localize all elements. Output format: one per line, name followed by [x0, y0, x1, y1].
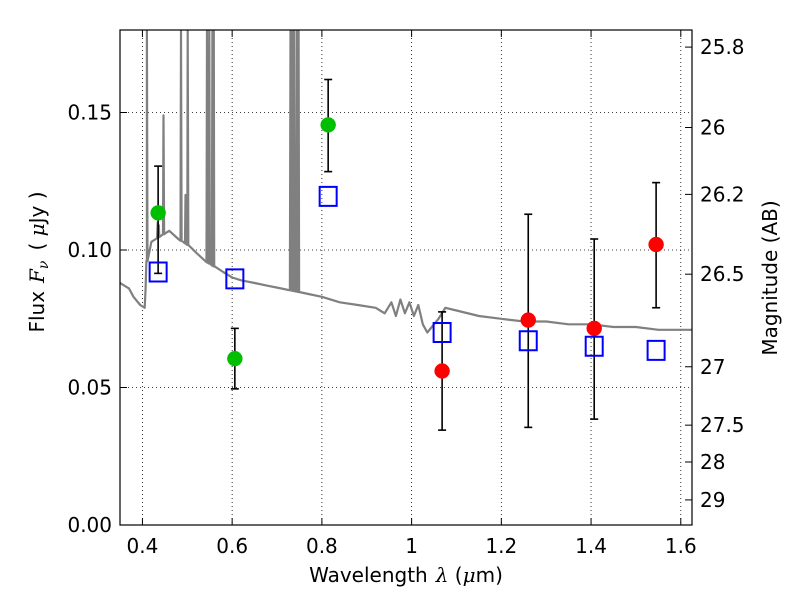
x-tick-label: 1: [405, 534, 418, 558]
x-axis-unit-close: m): [476, 563, 503, 587]
x-axis-unit-open: (: [448, 563, 462, 587]
y-tick-label: 0.00: [67, 513, 112, 537]
x-axis-unit-mu: μ: [463, 563, 476, 587]
y-axis-symbol: F: [25, 268, 49, 284]
y2-tick-label: 27.5: [700, 413, 745, 437]
x-tick-label: 0.8: [306, 534, 338, 558]
x-axis-title: Wavelength λ (μm): [309, 563, 503, 587]
y2-tick-label: 29: [700, 488, 725, 512]
spectrum-line: [120, 30, 692, 334]
blue-square-point: [584, 335, 604, 357]
x-tick-label: 1.4: [575, 534, 607, 558]
y-tick-label: 0.05: [67, 376, 112, 400]
y-axis-unit-open: (: [25, 236, 49, 250]
y-axis-unit-close: Jy ): [25, 191, 49, 225]
y2-tick-label: 28: [700, 450, 725, 474]
y-tick-label: 0.15: [67, 101, 112, 125]
blue-square-point: [646, 339, 666, 361]
x-tick-label: 1.2: [485, 534, 517, 558]
blue-square-point: [225, 268, 245, 290]
y-axis-unit-mu: μ: [25, 223, 49, 236]
red-circle-point: [434, 363, 450, 379]
red-circle-point: [520, 312, 537, 328]
y2-tick-label: 27: [700, 355, 725, 379]
model-spectrum: [120, 30, 692, 334]
y-axis-subscript: ν: [36, 260, 52, 269]
x-tick-label: 0.6: [216, 534, 248, 558]
blue-square-point: [432, 322, 452, 343]
y-tick-label: 0.10: [67, 238, 112, 262]
blue-square-point: [318, 185, 338, 207]
x-tick-label: 0.4: [127, 534, 159, 558]
data-markers: [148, 117, 666, 379]
blue-square-point: [148, 261, 168, 283]
green-circle-point: [227, 350, 243, 367]
y2-tick-label: 26.5: [700, 262, 745, 286]
green-circle-point: [320, 117, 336, 133]
y-axis-label: Flux: [25, 291, 49, 333]
y2-tick-label: 26.2: [700, 182, 745, 206]
red-circle-point: [648, 236, 664, 253]
axis-ticks: [120, 30, 692, 526]
red-circle-point: [586, 320, 602, 337]
x-tick-label: 1.6: [665, 534, 697, 558]
y2-tick-label: 25.8: [700, 35, 745, 59]
green-circle-point: [150, 205, 166, 221]
x-axis-label: Wavelength: [309, 563, 428, 587]
tick-labels: 0.4 0.6 0.8 1 1.2 1.4 1.6 0.00 0.05 0.10 0.15 25.8 2…: [67, 35, 744, 558]
plot-frame: [119, 29, 693, 526]
grid-lines: [120, 30, 692, 525]
blue-square-point: [518, 330, 538, 352]
y-axis-title: Flux Fν ( μJy ): [25, 191, 52, 332]
x-axis-symbol: λ: [435, 563, 449, 587]
y2-axis-title: Magnitude (AB): [758, 200, 782, 355]
y2-tick-label: 26: [700, 116, 725, 140]
